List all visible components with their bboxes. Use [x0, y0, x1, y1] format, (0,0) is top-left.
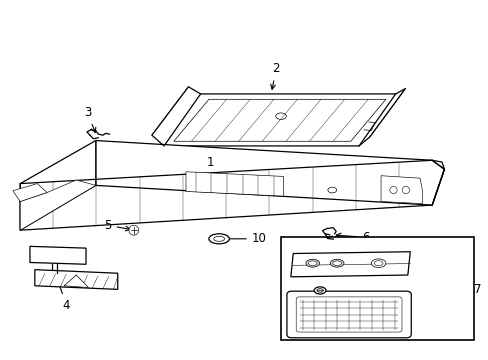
- Ellipse shape: [370, 259, 385, 267]
- Text: 4: 4: [56, 277, 70, 312]
- Polygon shape: [20, 180, 96, 230]
- Ellipse shape: [332, 261, 341, 266]
- Ellipse shape: [208, 234, 229, 244]
- Ellipse shape: [305, 259, 319, 267]
- Ellipse shape: [330, 259, 343, 267]
- Polygon shape: [20, 140, 96, 230]
- Polygon shape: [185, 172, 283, 196]
- Polygon shape: [35, 270, 118, 289]
- Text: 7: 7: [473, 283, 480, 296]
- Text: 6: 6: [336, 231, 369, 244]
- Ellipse shape: [308, 261, 317, 266]
- Polygon shape: [96, 140, 444, 205]
- Ellipse shape: [316, 289, 323, 292]
- Bar: [281, 237, 473, 339]
- Ellipse shape: [389, 186, 396, 194]
- FancyBboxPatch shape: [286, 291, 410, 338]
- Polygon shape: [30, 246, 86, 264]
- Polygon shape: [290, 252, 409, 277]
- Polygon shape: [13, 184, 47, 202]
- Ellipse shape: [402, 186, 409, 194]
- Ellipse shape: [129, 225, 139, 235]
- Text: 8: 8: [278, 320, 293, 333]
- Text: 2: 2: [270, 62, 279, 89]
- Text: 1: 1: [206, 156, 214, 187]
- Text: 10: 10: [223, 232, 266, 245]
- Text: 9: 9: [291, 284, 315, 297]
- Text: 5: 5: [104, 219, 130, 232]
- Text: 3: 3: [83, 106, 96, 132]
- Polygon shape: [64, 275, 88, 288]
- Ellipse shape: [314, 287, 325, 294]
- Polygon shape: [380, 176, 422, 204]
- Polygon shape: [163, 94, 395, 146]
